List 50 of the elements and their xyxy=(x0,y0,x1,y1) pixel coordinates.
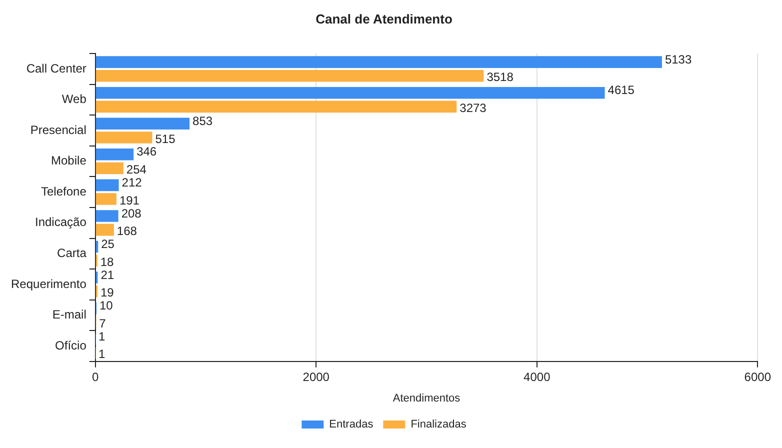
data-label: 208 xyxy=(121,206,142,220)
bar xyxy=(96,193,116,205)
y-tick-label: E-mail xyxy=(52,308,86,322)
data-label: 1 xyxy=(98,329,106,344)
data-label: 853 xyxy=(192,114,213,128)
y-tick-label: Indicação xyxy=(35,215,87,230)
x-tick-label: 2000 xyxy=(302,370,330,384)
data-label: 21 xyxy=(100,268,114,282)
y-tick-label: Carta xyxy=(57,246,87,260)
data-label: 5133 xyxy=(664,52,692,66)
legend-label: Finalizadas xyxy=(410,418,467,431)
data-label: 3273 xyxy=(460,101,487,116)
bar xyxy=(96,132,152,144)
x-tick-label: 4000 xyxy=(524,370,551,384)
y-tick-label: Ofício xyxy=(55,338,87,352)
data-label: 1 xyxy=(98,347,106,362)
data-label: 18 xyxy=(100,254,114,269)
data-label: 4615 xyxy=(608,83,635,98)
y-tick-label: Presencial xyxy=(30,122,86,137)
data-label: 10 xyxy=(99,298,114,313)
data-label: 212 xyxy=(122,175,142,190)
data-label: 191 xyxy=(119,193,140,208)
y-tick-label: Telefone xyxy=(41,184,87,198)
data-label: 25 xyxy=(101,237,115,252)
bar xyxy=(96,56,662,68)
bar xyxy=(96,162,124,174)
y-tick-label: Web xyxy=(62,92,87,106)
x-tick-label: 0 xyxy=(92,370,100,384)
x-tick-label: 6000 xyxy=(744,370,772,384)
data-label: 19 xyxy=(100,286,114,300)
data-label: 515 xyxy=(155,132,176,146)
bar xyxy=(96,70,484,82)
bar xyxy=(96,179,119,192)
data-label: 346 xyxy=(136,144,157,159)
data-label: 168 xyxy=(116,224,138,238)
legend-label: Entradas xyxy=(329,418,374,431)
data-label: 3518 xyxy=(486,70,514,84)
data-label: 7 xyxy=(99,316,106,330)
bar xyxy=(96,100,457,113)
y-tick-label: Mobile xyxy=(51,154,87,168)
bar xyxy=(96,224,114,236)
bar xyxy=(96,86,605,99)
data-label: 254 xyxy=(126,162,147,177)
bar xyxy=(96,210,118,222)
y-tick-label: Requerimento xyxy=(11,276,87,291)
bar xyxy=(96,118,190,130)
chart-title: Canal de Atendimento xyxy=(316,11,452,26)
y-tick-label: Call Center xyxy=(26,61,86,76)
bar xyxy=(96,148,134,160)
x-axis-title: Atendimentos xyxy=(392,392,461,404)
